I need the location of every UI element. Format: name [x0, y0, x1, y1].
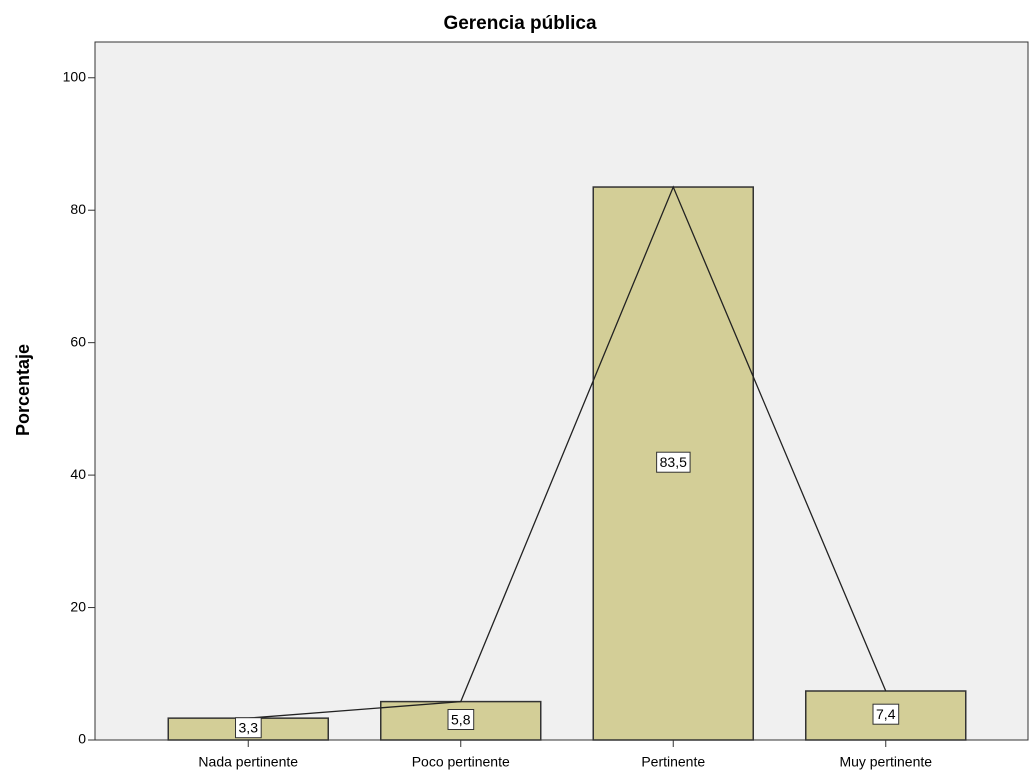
y-tick-label: 0: [78, 731, 86, 747]
x-tick-label: Muy pertinente: [839, 754, 932, 770]
y-axis-label: Porcentaje: [13, 344, 33, 436]
value-label: 7,4: [876, 706, 896, 722]
y-tick-label: 80: [70, 201, 86, 217]
x-tick-label: Nada pertinente: [198, 754, 298, 770]
value-label-box: [447, 708, 475, 730]
x-tick-label: Pertinente: [641, 754, 705, 770]
plot-area: [94, 41, 1029, 741]
x-tick-label: Poco pertinente: [412, 754, 510, 770]
chart-title: Gerencia pública: [443, 13, 597, 34]
y-tick-label: 60: [70, 333, 86, 349]
y-tick-label: 20: [70, 598, 86, 614]
value-label-box: [872, 703, 900, 725]
value-label: 83,5: [660, 454, 687, 470]
value-label-box: [235, 717, 262, 739]
value-label: 5,8: [451, 711, 471, 727]
y-tick-label: 100: [63, 68, 87, 84]
y-tick-label: 40: [70, 466, 86, 482]
line: [248, 185, 887, 719]
value-label: 3,3: [239, 720, 259, 736]
value-label-box: [656, 451, 691, 473]
